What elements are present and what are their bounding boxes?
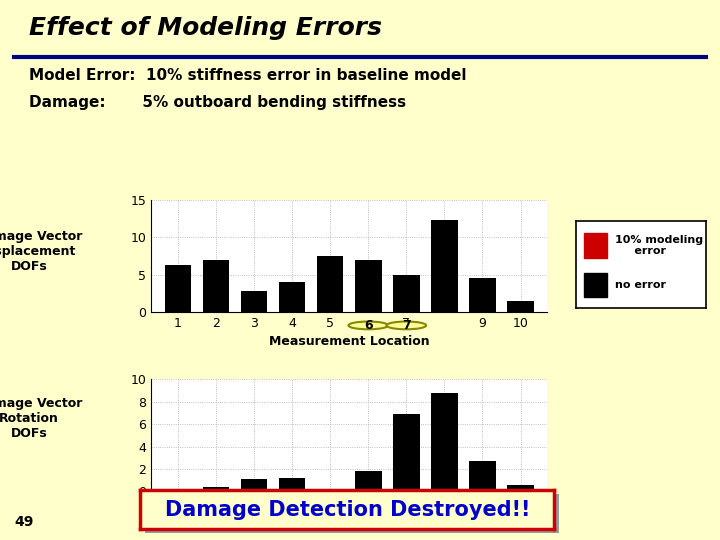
Text: no error: no error (615, 280, 666, 291)
Bar (431, 220, 458, 312)
Text: 6: 6 (364, 319, 372, 332)
Bar (165, 490, 192, 491)
Bar (317, 256, 343, 312)
Bar (469, 278, 496, 312)
Bar (584, 233, 607, 258)
Text: Damage Vector
Displacement
DOFs: Damage Vector Displacement DOFs (0, 230, 83, 273)
Bar (240, 479, 267, 491)
Text: Model Error:  10% stiffness error in baseline model: Model Error: 10% stiffness error in base… (29, 68, 467, 83)
Bar (355, 471, 382, 491)
Bar (469, 461, 496, 491)
Bar (279, 478, 305, 491)
Bar (393, 274, 420, 312)
Circle shape (387, 502, 426, 514)
Bar (240, 291, 267, 312)
Bar (202, 487, 229, 491)
Bar (165, 265, 192, 312)
Bar (507, 485, 534, 491)
Bar (279, 282, 305, 312)
Text: 6: 6 (364, 502, 372, 515)
Bar (393, 414, 420, 491)
Text: 10% modeling
     error: 10% modeling error (615, 235, 703, 256)
Bar (355, 260, 382, 312)
X-axis label: Measurement Location: Measurement Location (269, 335, 430, 348)
Bar (507, 301, 534, 312)
Bar (584, 273, 607, 298)
Bar (202, 260, 229, 312)
Text: Damage Detection Destroyed!!: Damage Detection Destroyed!! (165, 500, 530, 520)
Text: 7: 7 (402, 319, 410, 332)
Circle shape (348, 502, 388, 514)
Text: Damage Vector
Rotation
DOFs: Damage Vector Rotation DOFs (0, 397, 83, 440)
Circle shape (348, 321, 388, 329)
X-axis label: Measurement Location: Measurement Location (269, 515, 430, 528)
Text: Effect of Modeling Errors: Effect of Modeling Errors (29, 16, 382, 40)
Text: Damage:       5% outboard bending stiffness: Damage: 5% outboard bending stiffness (29, 94, 406, 110)
Circle shape (387, 321, 426, 329)
Bar (431, 393, 458, 491)
Bar (317, 489, 343, 491)
Text: 7: 7 (402, 502, 410, 515)
Text: 49: 49 (14, 515, 34, 529)
